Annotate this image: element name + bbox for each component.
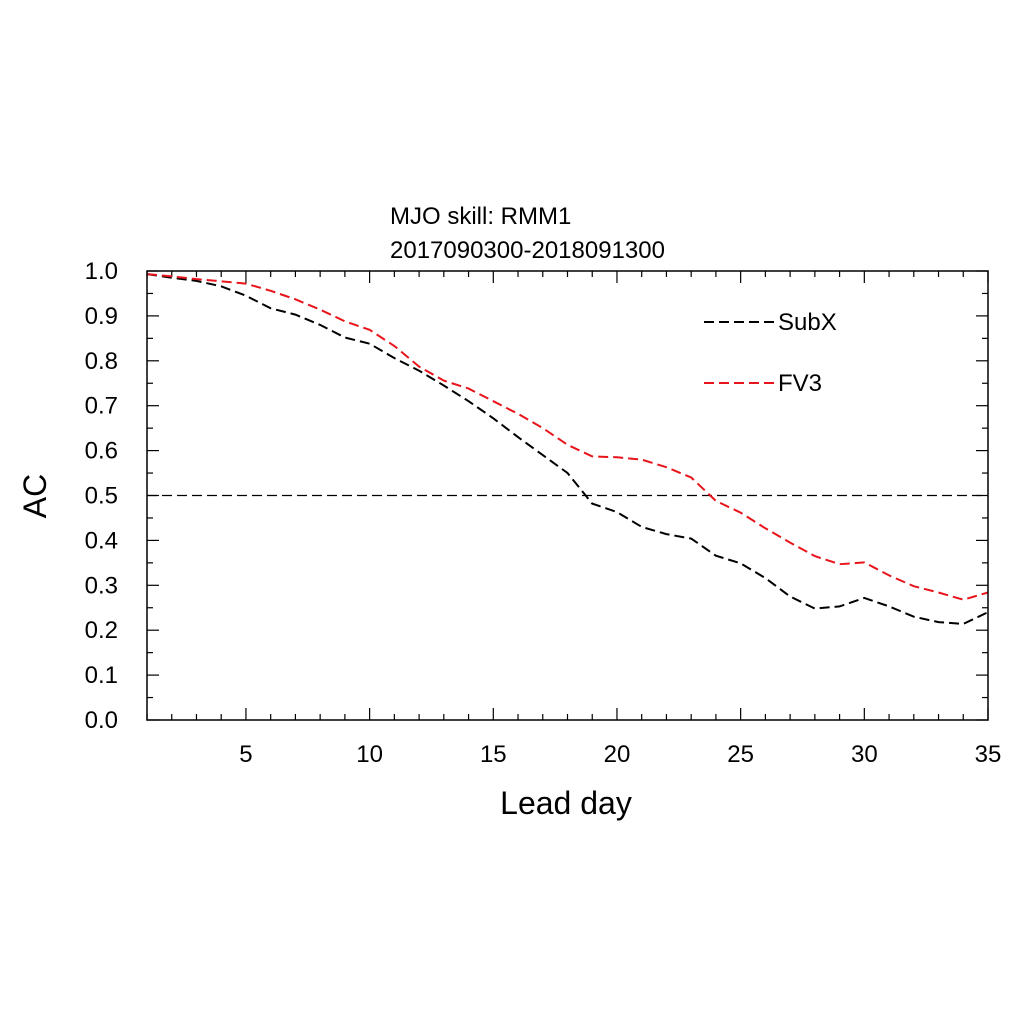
y-tick-label: 0.7 — [85, 393, 118, 420]
y-tick-label: 1.0 — [85, 258, 118, 285]
x-tick-label: 20 — [604, 741, 631, 768]
y-tick-label: 0.5 — [85, 483, 118, 510]
legend-label-subx: SubX — [778, 309, 837, 336]
chart-title: MJO skill: RMM1 — [390, 203, 571, 230]
legend-label-fv3: FV3 — [778, 370, 822, 397]
legend: SubX FV3 — [704, 309, 837, 397]
y-axis-title: AC — [17, 474, 53, 518]
y-tick-label: 0.0 — [85, 707, 118, 734]
x-tick-label: 30 — [851, 741, 878, 768]
y-tick-label: 0.2 — [85, 617, 118, 644]
x-tick-label: 35 — [975, 741, 1002, 768]
y-tick-label: 0.4 — [85, 527, 118, 554]
y-tick-label: 0.8 — [85, 348, 118, 375]
x-tick-label: 15 — [480, 741, 507, 768]
series-line-fv3 — [146, 273, 989, 601]
axis-ticks — [146, 270, 989, 721]
y-tick-label: 0.9 — [85, 303, 118, 330]
chart-subtitle: 2017090300-2018091300 — [390, 237, 665, 264]
x-tick-label: 10 — [356, 741, 383, 768]
y-tick-label: 0.6 — [85, 438, 118, 465]
x-tick-labels: 5 10 15 20 25 30 35 — [239, 741, 1001, 768]
y-tick-label: 0.1 — [85, 662, 118, 689]
y-tick-labels: 0.0 0.1 0.2 0.3 0.4 0.5 0.6 0.7 0.8 0.9 1.0 — [85, 258, 118, 734]
plot-frame — [146, 270, 989, 721]
series-layer — [146, 273, 989, 625]
x-axis-title: Lead day — [500, 785, 632, 821]
x-tick-label: 25 — [727, 741, 754, 768]
x-tick-label: 5 — [239, 741, 252, 768]
series-line-subx — [146, 273, 989, 625]
y-tick-label: 0.3 — [85, 572, 118, 599]
